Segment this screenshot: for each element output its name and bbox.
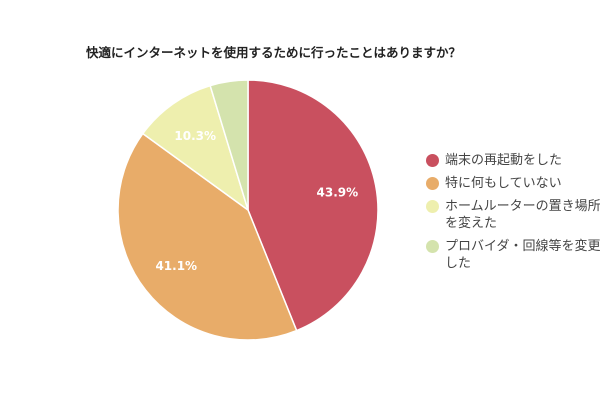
legend-marker xyxy=(426,154,439,167)
legend: 端末の再起動をした 特に何もしていないホームルーターの置き場所を変えた プロバイダ・… xyxy=(426,152,600,278)
data-label: 43.9% xyxy=(317,186,359,200)
legend-label: 特に何もしていない xyxy=(445,176,562,191)
legend-item: 特に何もしていない xyxy=(426,175,600,192)
pie-slice xyxy=(141,84,250,212)
pie-slice xyxy=(117,132,298,341)
legend-label: プロバイダ・回線等を変更した xyxy=(445,239,600,271)
legend-label: 端末の再起動をした xyxy=(445,153,563,168)
legend-label: ホームルーターの置き場所を変えた xyxy=(445,199,600,231)
legend-item: プロバイダ・回線等を変更した xyxy=(426,238,600,272)
legend-marker xyxy=(426,240,439,253)
chart-title: 快適にインターネットを使用するために行ったことはありますか？ xyxy=(86,45,462,60)
data-label: 10.3% xyxy=(174,129,216,143)
pie-slice xyxy=(209,79,249,211)
legend-marker xyxy=(426,177,439,190)
pie-slice xyxy=(247,79,379,332)
data-label: 41.1% xyxy=(155,259,197,273)
legend-marker xyxy=(426,200,439,213)
legend-item: 端末の再起動をした xyxy=(426,152,600,169)
legend-item: ホームルーターの置き場所を変えた xyxy=(426,198,600,232)
